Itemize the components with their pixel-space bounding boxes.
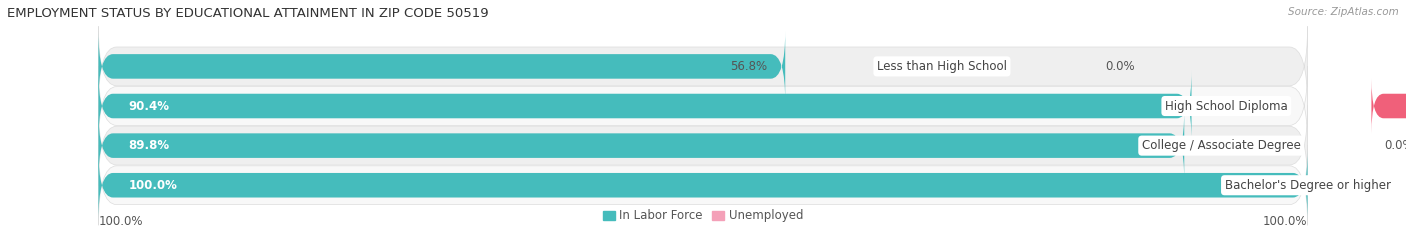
Text: College / Associate Degree: College / Associate Degree: [1142, 139, 1301, 152]
Legend: In Labor Force, Unemployed: In Labor Force, Unemployed: [598, 205, 808, 227]
FancyBboxPatch shape: [98, 71, 1191, 141]
FancyBboxPatch shape: [1371, 79, 1406, 133]
Text: EMPLOYMENT STATUS BY EDUCATIONAL ATTAINMENT IN ZIP CODE 50519: EMPLOYMENT STATUS BY EDUCATIONAL ATTAINM…: [7, 7, 489, 20]
Text: Bachelor's Degree or higher: Bachelor's Degree or higher: [1225, 179, 1391, 192]
FancyBboxPatch shape: [98, 110, 1184, 181]
Text: 100.0%: 100.0%: [98, 215, 143, 228]
FancyBboxPatch shape: [98, 145, 1308, 225]
FancyBboxPatch shape: [98, 26, 1308, 106]
FancyBboxPatch shape: [98, 31, 785, 102]
Text: 0.0%: 0.0%: [1385, 139, 1406, 152]
FancyBboxPatch shape: [98, 66, 1308, 146]
Text: 100.0%: 100.0%: [1263, 215, 1308, 228]
Text: 90.4%: 90.4%: [129, 99, 170, 113]
Text: 56.8%: 56.8%: [730, 60, 768, 73]
Text: 100.0%: 100.0%: [129, 179, 177, 192]
FancyBboxPatch shape: [98, 106, 1308, 186]
FancyBboxPatch shape: [98, 150, 1308, 220]
Text: 89.8%: 89.8%: [129, 139, 170, 152]
Text: Less than High School: Less than High School: [877, 60, 1007, 73]
Text: High School Diploma: High School Diploma: [1166, 99, 1288, 113]
Text: Source: ZipAtlas.com: Source: ZipAtlas.com: [1288, 7, 1399, 17]
Text: 0.0%: 0.0%: [1105, 60, 1135, 73]
